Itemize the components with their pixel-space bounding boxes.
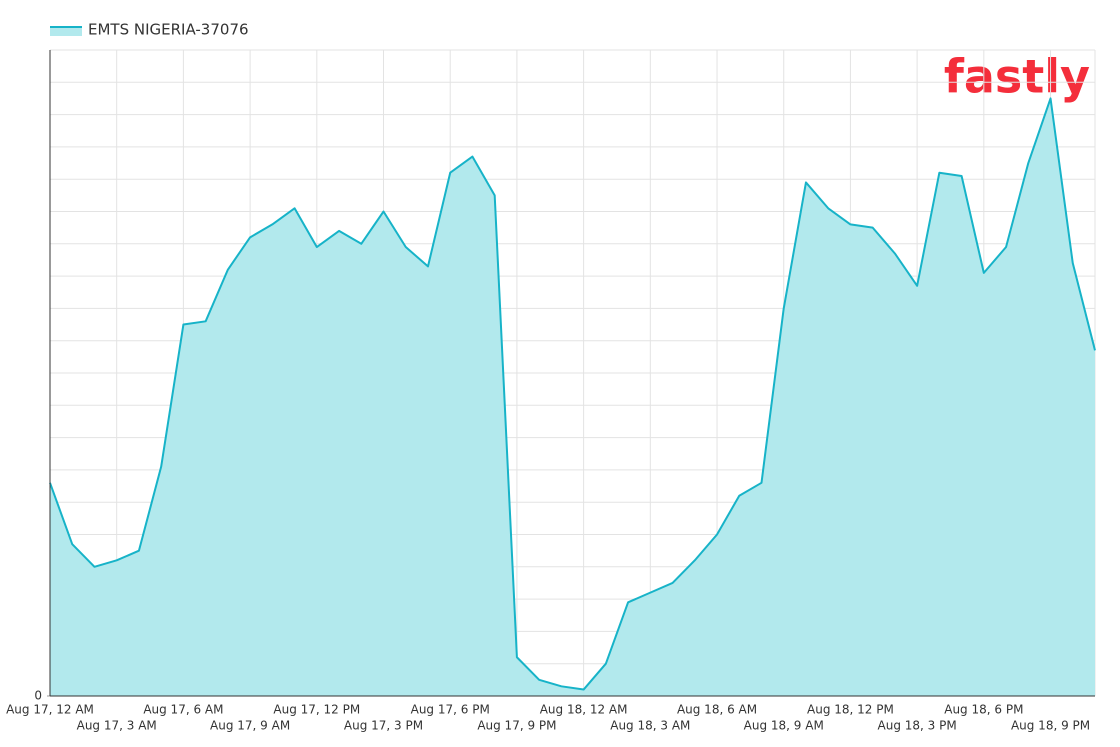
x-tick-label: Aug 18, 6 AM <box>677 703 757 717</box>
x-tick-label: Aug 18, 12 AM <box>540 703 628 717</box>
x-tick-label: Aug 17, 3 PM <box>344 719 423 733</box>
x-tick-label: Aug 17, 6 AM <box>143 703 223 717</box>
x-tick-label: Aug 17, 12 PM <box>273 703 360 717</box>
y-tick-label: 0 <box>34 689 42 703</box>
x-tick-label: Aug 18, 3 PM <box>878 719 957 733</box>
x-tick-label: Aug 18, 6 PM <box>944 703 1023 717</box>
x-tick-label: Aug 18, 3 AM <box>610 719 690 733</box>
legend-swatch <box>50 27 82 36</box>
x-tick-label: Aug 18, 12 PM <box>807 703 894 717</box>
logo: fastly <box>944 50 1090 104</box>
plot: 0 EMTS NIGERIA-37076 Aug 17, 12 AM Aug 17, … <box>6 21 1096 733</box>
line <box>49 97 1096 691</box>
x-tick-label: Aug 17, 3 AM <box>77 719 157 733</box>
legend-label: EMTS NIGERIA-37076 <box>88 21 249 39</box>
x-tick-label: Aug 17, 9 PM <box>477 719 556 733</box>
x-tick-label: Aug 17, 12 AM <box>6 703 94 717</box>
area <box>50 98 1095 696</box>
x-tick-label: Aug 17, 6 PM <box>411 703 490 717</box>
x-tick-label: Aug 18, 9 AM <box>744 719 824 733</box>
x-tick-label: Aug 17, 9 AM <box>210 719 290 733</box>
x-tick-label: Aug 18, 9 PM <box>1011 719 1090 733</box>
